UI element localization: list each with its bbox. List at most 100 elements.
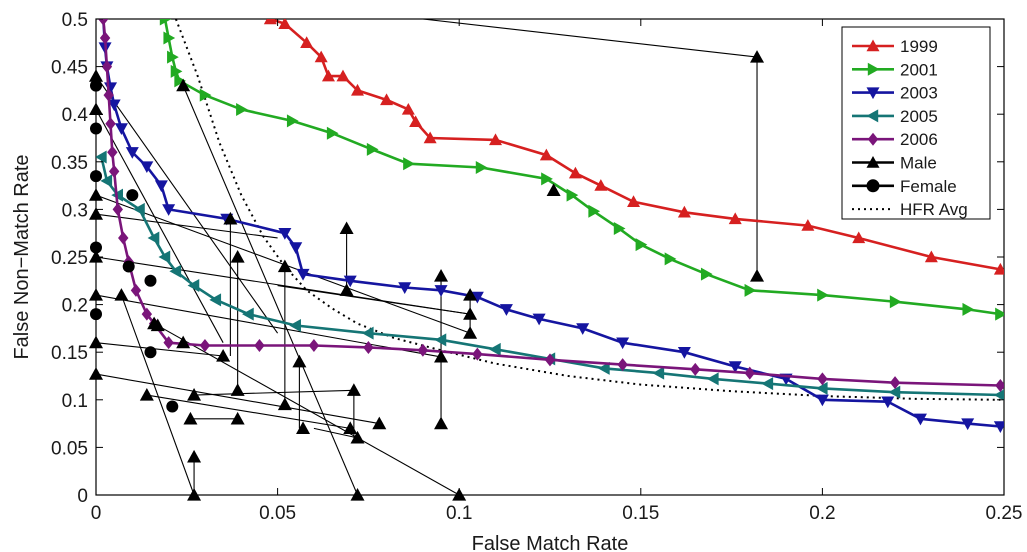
series-marker-2003 bbox=[728, 361, 742, 373]
series-marker-2001 bbox=[366, 142, 379, 156]
male-connector-line bbox=[96, 373, 380, 425]
series-marker-1999 bbox=[568, 166, 582, 179]
female-point bbox=[144, 346, 157, 359]
male-connector-line bbox=[313, 427, 358, 439]
series-marker-1999 bbox=[263, 19, 277, 25]
series-marker-1999 bbox=[423, 131, 437, 144]
series-marker-2005 bbox=[158, 250, 171, 264]
series-marker-2006 bbox=[417, 343, 429, 357]
male-connector-line bbox=[422, 19, 758, 58]
series-marker-2001 bbox=[700, 267, 713, 281]
male-connector-line bbox=[96, 213, 278, 239]
male-point bbox=[176, 78, 191, 92]
male-point bbox=[277, 259, 292, 273]
male-connector-line bbox=[120, 294, 195, 495]
y-tick-label: 0.4 bbox=[62, 105, 89, 126]
x-tick-label: 0.05 bbox=[259, 503, 296, 524]
series-marker-2001 bbox=[170, 64, 183, 78]
male-point bbox=[139, 388, 154, 401]
series-marker-2005 bbox=[434, 333, 447, 347]
series-marker-1999 bbox=[351, 83, 365, 96]
y-tick-label: 0.25 bbox=[51, 248, 88, 269]
series-marker-2006 bbox=[889, 376, 901, 390]
series-marker-2003 bbox=[125, 147, 139, 159]
series-line-1999 bbox=[269, 19, 1001, 271]
series-marker-2006 bbox=[199, 339, 211, 353]
male-point bbox=[546, 183, 561, 196]
x-axis-title: False Match Rate bbox=[472, 533, 629, 552]
male-point bbox=[230, 383, 245, 396]
series-marker-2001 bbox=[817, 288, 829, 302]
series-marker-1999 bbox=[489, 133, 503, 146]
series-marker-2006 bbox=[617, 358, 628, 372]
x-tick-label: 0.15 bbox=[622, 503, 659, 524]
series-marker-2001 bbox=[588, 204, 601, 218]
series-marker-1999 bbox=[278, 19, 292, 29]
series-marker-2005 bbox=[169, 264, 182, 278]
series-marker-1999 bbox=[300, 36, 314, 48]
legend-marker-2005 bbox=[866, 109, 879, 123]
series-marker-2001 bbox=[541, 172, 553, 186]
series-marker-2005 bbox=[815, 381, 828, 395]
male-connector-line bbox=[96, 75, 279, 334]
series-marker-2005 bbox=[147, 231, 160, 245]
series-marker-2003 bbox=[289, 242, 303, 254]
male-point bbox=[187, 488, 202, 501]
male-point bbox=[230, 250, 245, 263]
series-marker-2001 bbox=[635, 238, 648, 252]
series-marker-1999 bbox=[924, 250, 938, 263]
series-marker-2003 bbox=[162, 204, 176, 216]
series-marker-1999 bbox=[801, 219, 815, 231]
male-point bbox=[223, 211, 238, 225]
male-point bbox=[434, 349, 449, 363]
y-tick-label: 0.45 bbox=[51, 58, 88, 79]
male-point bbox=[89, 207, 103, 220]
series-marker-2005 bbox=[597, 361, 610, 375]
female-point bbox=[90, 79, 102, 92]
series-marker-2006 bbox=[141, 307, 153, 321]
series-marker-2001 bbox=[159, 19, 172, 26]
legend: 1999 2001 2003 2005 2006 Male Female HFR Avg bbox=[841, 26, 991, 220]
y-axis-title: False Non−Match Rate bbox=[11, 154, 33, 359]
legend-label-2005: 2005 bbox=[900, 107, 938, 126]
series-marker-2001 bbox=[566, 188, 579, 202]
legend-label-1999: 1999 bbox=[900, 37, 938, 56]
series-marker-2005 bbox=[209, 293, 222, 307]
legend-marker-2001 bbox=[867, 62, 880, 76]
series-marker-2006 bbox=[995, 379, 1004, 393]
series-marker-1999 bbox=[993, 262, 1004, 275]
male-point bbox=[230, 411, 245, 425]
y-tick-label: 0.15 bbox=[51, 343, 88, 364]
male-point bbox=[350, 488, 365, 501]
series-marker-1999 bbox=[677, 205, 691, 218]
series-marker-1999 bbox=[314, 50, 328, 63]
male-point bbox=[114, 288, 129, 301]
female-point bbox=[144, 274, 157, 287]
male-point bbox=[89, 288, 103, 301]
series-marker-2003 bbox=[961, 418, 975, 431]
male-point bbox=[216, 349, 231, 362]
series-marker-2006 bbox=[363, 340, 374, 354]
legend-marker-1999 bbox=[866, 39, 880, 52]
x-tick-label: 0.25 bbox=[986, 503, 1023, 524]
series-marker-2003 bbox=[499, 304, 513, 316]
series-marker-2003 bbox=[913, 413, 927, 426]
male-point bbox=[176, 335, 191, 349]
legend-label-hfr-avg: HFR Avg bbox=[900, 200, 968, 219]
series-marker-1999 bbox=[539, 148, 553, 161]
series-marker-2005 bbox=[242, 307, 254, 321]
series-marker-1999 bbox=[594, 179, 608, 191]
series-marker-2001 bbox=[613, 221, 626, 235]
male-connector-line bbox=[96, 342, 224, 357]
series-marker-2005 bbox=[133, 202, 145, 216]
series-marker-2003 bbox=[154, 180, 168, 193]
series-marker-2006 bbox=[112, 202, 123, 216]
series-marker-2001 bbox=[199, 88, 212, 102]
series-marker-2005 bbox=[187, 279, 200, 293]
male-point bbox=[750, 269, 765, 282]
series-marker-2003 bbox=[398, 282, 412, 294]
series-marker-2006 bbox=[690, 362, 701, 376]
female-point bbox=[166, 400, 179, 413]
series-marker-2003 bbox=[993, 421, 1004, 433]
male-point bbox=[463, 288, 478, 301]
